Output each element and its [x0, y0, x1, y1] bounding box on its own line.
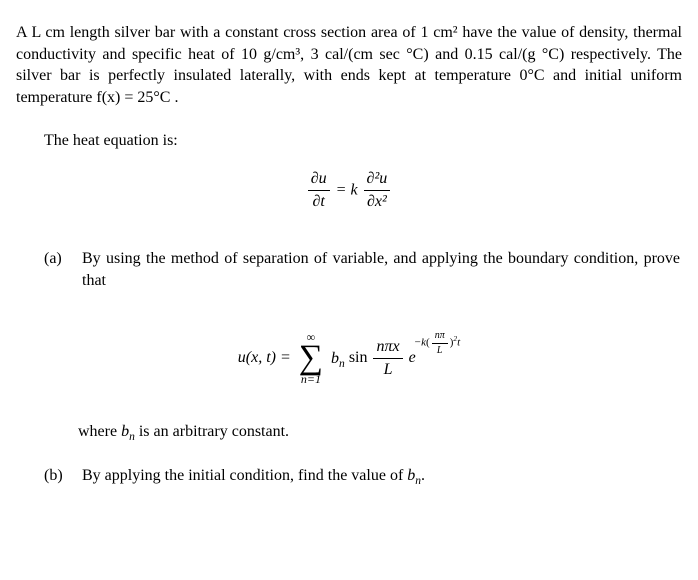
where-text-2: is an arbitrary constant.: [135, 423, 289, 440]
sigma-glyph: ∑: [299, 343, 323, 373]
bn-base: b: [331, 350, 339, 367]
series-equation: u(x, t) = ∞ ∑ n=1 bn sin nπx L e−k(nπL)2…: [16, 331, 682, 385]
exp-frac-den: L: [432, 343, 448, 358]
where-bn: bn: [121, 423, 135, 440]
heat-eq-lhs-frac: ∂u ∂t: [308, 168, 330, 212]
heat-eq-lhs-den: ∂t: [308, 190, 330, 213]
series-frac: nπx L: [373, 336, 402, 380]
heat-equation-label: The heat equation is:: [44, 130, 682, 152]
part-b-text-2: .: [421, 467, 425, 484]
exp-frac: nπL: [432, 329, 448, 357]
exp-prefix: −k: [414, 337, 426, 349]
part-b-bn: bn: [407, 467, 421, 484]
series-frac-den: L: [373, 358, 402, 381]
bn-sub: n: [339, 358, 345, 370]
part-b-text-1: By applying the initial condition, find …: [82, 467, 407, 484]
where-text-1: where: [78, 423, 121, 440]
series-exponent: −k(nπL)2t: [414, 329, 460, 357]
part-b: (b) By applying the initial condition, f…: [44, 465, 682, 487]
part-b-body: By applying the initial condition, find …: [82, 465, 680, 487]
sigma-symbol: ∞ ∑ n=1: [299, 331, 323, 385]
heat-eq-rhs-num: ∂²u: [364, 168, 391, 190]
series-lhs: u(x, t) =: [238, 350, 295, 367]
heat-eq-rhs-den: ∂x²: [364, 190, 391, 213]
heat-eq-rhs-frac: ∂²u ∂x²: [364, 168, 391, 212]
part-a-text: By using the method of separation of var…: [82, 248, 680, 291]
intro-paragraph: A L cm length silver bar with a constant…: [16, 22, 682, 108]
heat-eq-equals: = k: [336, 181, 362, 198]
part-a-label: (a): [44, 248, 78, 270]
part-b-label: (b): [44, 465, 78, 487]
sigma-bottom: n=1: [299, 373, 323, 385]
series-frac-num: nπx: [373, 336, 402, 358]
part-a: (a) By using the method of separation of…: [44, 248, 682, 291]
exp-lparen: (: [426, 337, 430, 349]
exp-t: t: [457, 337, 460, 349]
exp-frac-num: nπ: [432, 329, 448, 343]
where-bn-base: b: [121, 423, 129, 440]
where-line: where bn is an arbitrary constant.: [78, 421, 682, 443]
heat-eq-lhs-num: ∂u: [308, 168, 330, 190]
series-bn: bn: [331, 350, 345, 367]
heat-equation: ∂u ∂t = k ∂²u ∂x²: [16, 168, 682, 212]
series-sin: sin: [349, 350, 368, 367]
page: A L cm length silver bar with a constant…: [0, 0, 698, 497]
